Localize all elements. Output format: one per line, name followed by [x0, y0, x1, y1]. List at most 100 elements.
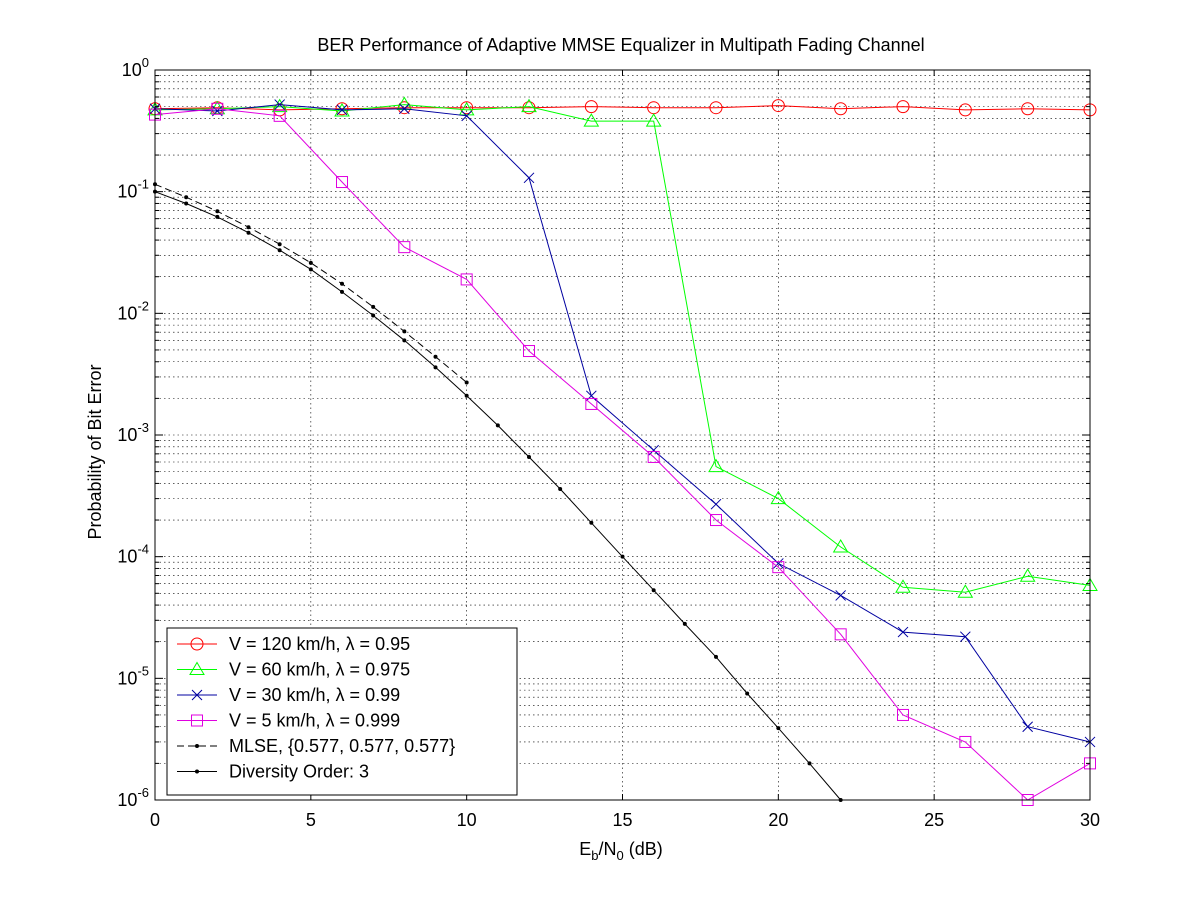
- legend-marker: [195, 744, 199, 748]
- data-point: [340, 281, 344, 286]
- data-point: [710, 514, 722, 527]
- data-point: [585, 390, 597, 402]
- data-point: [772, 561, 785, 574]
- data-point: [371, 313, 376, 318]
- data-point: [460, 273, 473, 286]
- data-point: [647, 450, 660, 463]
- series-line: [154, 108, 1091, 801]
- data-point: [651, 588, 656, 593]
- data-point: [336, 176, 348, 189]
- data-point: [589, 520, 594, 525]
- data-point: [246, 225, 251, 230]
- x-axis-label-unit: (dB): [624, 839, 663, 859]
- data-point: [271, 98, 288, 113]
- data-point: [645, 113, 662, 127]
- data-point: [184, 201, 189, 206]
- legend-box: [166, 627, 518, 796]
- data-point: [371, 304, 376, 309]
- grid: [155, 70, 1090, 800]
- legend-label: Diversity Order: 3: [229, 762, 369, 782]
- ticks: 0 5 10 15 20 25 30 100 10-1 10-2 10-3 10-4 10-5 10-6: [117, 55, 1100, 830]
- legend-label: V = 30 km/h, λ = 0.99: [229, 685, 400, 705]
- data-point: [896, 100, 910, 114]
- data-point: [897, 708, 909, 721]
- data-point: [402, 329, 407, 334]
- data-point: [527, 454, 531, 459]
- legend-marker: [195, 769, 199, 774]
- legend-marker: [191, 689, 203, 701]
- y-tick-label: 10-5: [117, 663, 149, 688]
- data-point: [396, 96, 413, 111]
- y-tick-label: 10-6: [117, 785, 149, 810]
- legend-marker: [190, 637, 204, 651]
- data-point: [215, 214, 220, 219]
- data-point: [772, 558, 784, 569]
- data-point: [1021, 102, 1035, 116]
- y-tick-label: 10-4: [117, 542, 149, 567]
- data-point: [336, 104, 348, 116]
- data-point: [398, 103, 410, 115]
- data-point: [523, 345, 535, 358]
- legend-item: V = 30 km/h, λ = 0.99: [177, 685, 400, 705]
- data-point: [308, 267, 313, 272]
- legend-label: MLSE, {0.577, 0.577, 0.577}: [229, 736, 455, 756]
- data-point: [807, 761, 812, 766]
- y-tick-label: 100: [122, 55, 149, 80]
- data-point: [274, 99, 286, 110]
- data-point: [340, 289, 344, 294]
- y-tick-label: 10-2: [117, 298, 149, 323]
- data-point: [215, 209, 220, 214]
- data-point: [464, 393, 469, 398]
- x-tick-label: 0: [150, 810, 160, 830]
- series-line: [154, 183, 468, 383]
- data-point: [398, 241, 411, 254]
- data-point: [1019, 568, 1036, 582]
- data-point: [433, 365, 438, 370]
- legend-item: MLSE, {0.577, 0.577, 0.577}: [177, 736, 455, 756]
- x-tick-label: 10: [457, 810, 477, 830]
- series-4: [149, 102, 1096, 806]
- x-axis-label-n: /N: [599, 839, 617, 859]
- data-point: [277, 248, 282, 253]
- data-point: [895, 579, 911, 593]
- legend-label: V = 120 km/h, λ = 0.95: [229, 634, 410, 654]
- data-point: [620, 554, 625, 559]
- data-point: [402, 338, 407, 343]
- legend-label: V = 60 km/h, λ = 0.975: [229, 660, 410, 680]
- data-point: [583, 113, 600, 127]
- data-point: [897, 626, 909, 638]
- x-axis-label-e: E: [579, 839, 591, 859]
- data-point: [558, 486, 563, 491]
- series-6: [153, 189, 843, 802]
- data-point: [832, 539, 849, 553]
- data-point: [714, 654, 718, 659]
- legend: V = 120 km/h, λ = 0.95 V = 60 km/h, λ = 0…: [166, 627, 518, 796]
- x-axis-label-sub-b: b: [591, 848, 598, 863]
- y-tick-label: 10-1: [117, 177, 149, 202]
- legend-marker: [189, 661, 205, 675]
- series-3: [149, 99, 1096, 748]
- x-axis-label: Eb/N0 (dB): [579, 839, 663, 863]
- legend-item: V = 120 km/h, λ = 0.95: [177, 634, 410, 654]
- data-point: [959, 631, 971, 643]
- data-point: [959, 735, 972, 748]
- x-tick-label: 15: [612, 810, 632, 830]
- data-point: [433, 354, 438, 359]
- data-point: [682, 621, 687, 626]
- x-tick-label: 5: [306, 810, 316, 830]
- data-point: [771, 99, 785, 113]
- y-tick-label: 10-3: [117, 420, 149, 445]
- series-line: [154, 105, 1091, 111]
- legend-item: Diversity Order: 3: [177, 762, 369, 782]
- data-point: [745, 691, 750, 696]
- data-point: [708, 458, 724, 473]
- x-tick-label: 30: [1080, 810, 1100, 830]
- data-point: [770, 490, 787, 505]
- data-point: [710, 498, 722, 510]
- data-point: [1022, 721, 1034, 733]
- data-point: [458, 101, 475, 116]
- data-point: [335, 102, 349, 116]
- data-point: [211, 102, 224, 115]
- data-point: [460, 101, 474, 115]
